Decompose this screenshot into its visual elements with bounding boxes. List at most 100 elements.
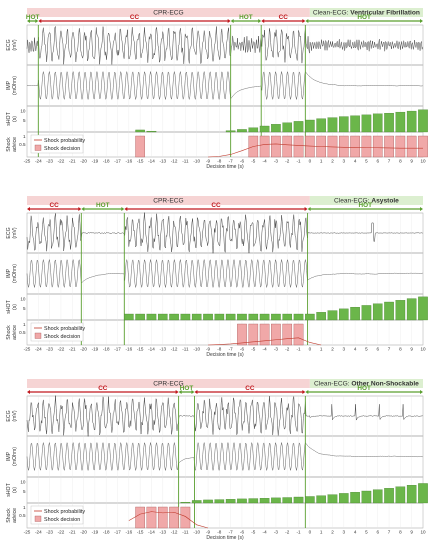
panel2-clean-prefix: Clean-ECG: [334, 198, 371, 205]
panel3-x-tick: -18 [103, 530, 110, 535]
panel2-shot-bar [384, 301, 394, 321]
panel1-phase-label: CC [279, 14, 289, 21]
panel3-shot-bar [259, 498, 270, 504]
panel2-shot-bar [259, 313, 270, 321]
panel1-shot-bar [327, 117, 338, 133]
panel3-shot-bar [418, 483, 428, 504]
panel2-shock-tick: 0.5 [19, 330, 26, 335]
panel3-x-tick: -4 [263, 530, 268, 535]
panel1-legend-box [30, 134, 84, 154]
panel3-phase-arrowhead [27, 390, 30, 394]
panel1-phase-arrowhead [38, 19, 42, 23]
panel1-ecg-axis-label: (mV) [12, 39, 18, 51]
panel1-x-tick: -19 [92, 159, 99, 164]
panel3-ecg-axis-label: (mV) [12, 410, 18, 422]
panel3-phase-arrowhead [191, 390, 195, 394]
panel1-phase-arrowhead [302, 19, 306, 23]
panel1-shot-bar [293, 121, 304, 133]
panel2-shock-decision-bar [237, 323, 247, 346]
panel2-x-tick: -13 [159, 347, 166, 352]
panel1-x-tick: 8 [399, 159, 402, 164]
panel2-x-tick: -17 [114, 347, 121, 352]
panel2-shot-bar [225, 313, 236, 321]
panel3-x-tick: -10 [193, 530, 200, 535]
panel2-shot-bar [372, 303, 383, 321]
panel1-shot-tick: 5 [23, 118, 26, 123]
panel1-x-tick: -18 [103, 159, 110, 164]
panel1-x-tick: -22 [58, 159, 65, 164]
panel1-cpr-label: CPR-ECG [153, 10, 183, 17]
panel1-shock-decision-bar [259, 135, 270, 158]
panel3-x-tick: -14 [148, 530, 155, 535]
panel1-rhythm-name: Ventricular Fibrillation [350, 10, 420, 17]
panel3-shock-decision-bar [146, 506, 157, 529]
panel1-shot-bar [384, 112, 394, 133]
panel1-phase-label: HOT [239, 14, 253, 21]
panel3-shot-bar [384, 488, 394, 504]
panel2-shot-tick: 10 [20, 297, 26, 302]
panel2-x-tick: 0 [309, 347, 312, 352]
panel1-phase-label: HOT [357, 14, 371, 21]
panel1-shot-axis-label: (s) [12, 116, 18, 122]
panel2-shot-bar [157, 313, 168, 321]
panel1-legend-decision: Shock decision [44, 146, 80, 152]
panel2-x-tick: -20 [80, 347, 87, 352]
panel3-shock-axis-label: advice [12, 508, 18, 523]
panel3-shot-bar [316, 495, 326, 504]
panel2-x-tick: -2 [285, 347, 290, 352]
panel3-shot-bar [237, 498, 247, 504]
panel3-x-tick: 9 [410, 530, 413, 535]
panel3-shot-tick: 10 [20, 480, 26, 485]
panel1-x-tick: 7 [388, 159, 391, 164]
panel3-x-tick: -21 [69, 530, 76, 535]
panel2-shock-frame [26, 319, 424, 346]
panel3-x-tick: 5 [365, 530, 368, 535]
panel2-shock-decision-bar [293, 323, 304, 346]
panel3-phase-label: CC [98, 385, 108, 392]
panel3-phase-arrowhead [175, 390, 179, 394]
panel1-shock-decision-bar [350, 135, 360, 158]
panel2-rhythm-name: Asystole [371, 198, 399, 205]
panel3-x-tick: -7 [229, 530, 234, 535]
panel2-shock-axis-label: advice [12, 325, 18, 340]
panel3-shot-bar [248, 498, 259, 504]
panel2-x-tick: 8 [399, 347, 402, 352]
panel3-legend-box [30, 505, 84, 525]
panel3-x-tick: 0 [309, 530, 312, 535]
panel1-x-label: Decision time (s) [206, 164, 244, 170]
panel3-cpr-banner [27, 379, 310, 388]
panel1-x-tick: -2 [285, 159, 290, 164]
panel2-shock-decision-bar [271, 323, 281, 346]
panel2-x-tick: -25 [24, 347, 31, 352]
panel2-x-tick: 2 [331, 347, 334, 352]
panel3-legend-probability: Shock probability [44, 509, 85, 515]
panel2-imp-trace [26, 258, 423, 289]
panel1-x-tick: 2 [331, 159, 334, 164]
panel3-legend-decision: Shock decision [44, 517, 80, 523]
panel3-ecg-axis-label: ECG [6, 410, 12, 421]
panel3-shot-bar [282, 497, 293, 504]
panel1-phase-arrowhead [261, 19, 265, 23]
panel3-ecg-trace [26, 395, 423, 437]
panel1-shock-decision-bar [282, 135, 293, 158]
panel3-shock-tick: 1 [23, 505, 26, 510]
panel2-x-tick: -3 [274, 347, 279, 352]
panel1-ecg-trace [26, 25, 423, 65]
panel1-x-tick: -23 [46, 159, 53, 164]
panel3-shot-bar [339, 493, 349, 504]
panel2-phase-label: CC [211, 202, 221, 209]
panel2-shot-bar [406, 298, 417, 321]
panel3-phase-arrowhead [178, 390, 182, 394]
panel2-shot-bar [305, 313, 315, 321]
panel2-legend-decision-swatch [34, 332, 42, 339]
panel1-x-tick: -11 [182, 159, 189, 164]
panel3-x-tick: -16 [126, 530, 133, 535]
panel3-x-label: Decision time (s) [206, 535, 244, 541]
panel2-shot-bar [146, 313, 157, 321]
panel2-shot-bar [271, 313, 281, 321]
panel1-shot-bar [135, 129, 145, 133]
panel2-x-tick: -22 [58, 347, 65, 352]
panel1-shot-bar [248, 127, 259, 133]
panel3-imp-trace [26, 441, 423, 472]
panel1-shock-decision-bar [293, 135, 304, 158]
